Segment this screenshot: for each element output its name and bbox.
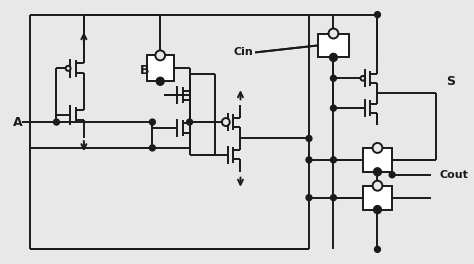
Circle shape [374,168,382,176]
Circle shape [361,76,365,81]
Bar [363,186,392,210]
Circle shape [66,66,71,71]
Circle shape [374,206,382,214]
Circle shape [373,143,383,153]
Circle shape [374,12,381,18]
Circle shape [373,181,383,191]
Text: Cout: Cout [439,170,468,180]
Circle shape [328,29,338,39]
Circle shape [306,135,312,142]
Circle shape [187,119,192,125]
Circle shape [54,119,59,125]
Circle shape [329,53,337,61]
Circle shape [389,172,395,178]
Circle shape [330,105,337,111]
Circle shape [330,195,337,201]
Text: A: A [12,116,22,129]
Circle shape [330,157,337,163]
Bar [146,55,174,81]
Circle shape [155,50,165,60]
Text: S: S [446,75,455,88]
Circle shape [149,145,155,151]
Bar [363,148,392,172]
Text: Cin: Cin [233,48,253,58]
Circle shape [224,120,228,124]
Circle shape [149,119,155,125]
Text: B: B [140,64,149,77]
Circle shape [306,157,312,163]
Circle shape [156,77,164,85]
Circle shape [330,75,337,81]
Circle shape [306,195,312,201]
Circle shape [222,118,230,126]
Bar [318,34,349,57]
Circle shape [374,246,381,252]
